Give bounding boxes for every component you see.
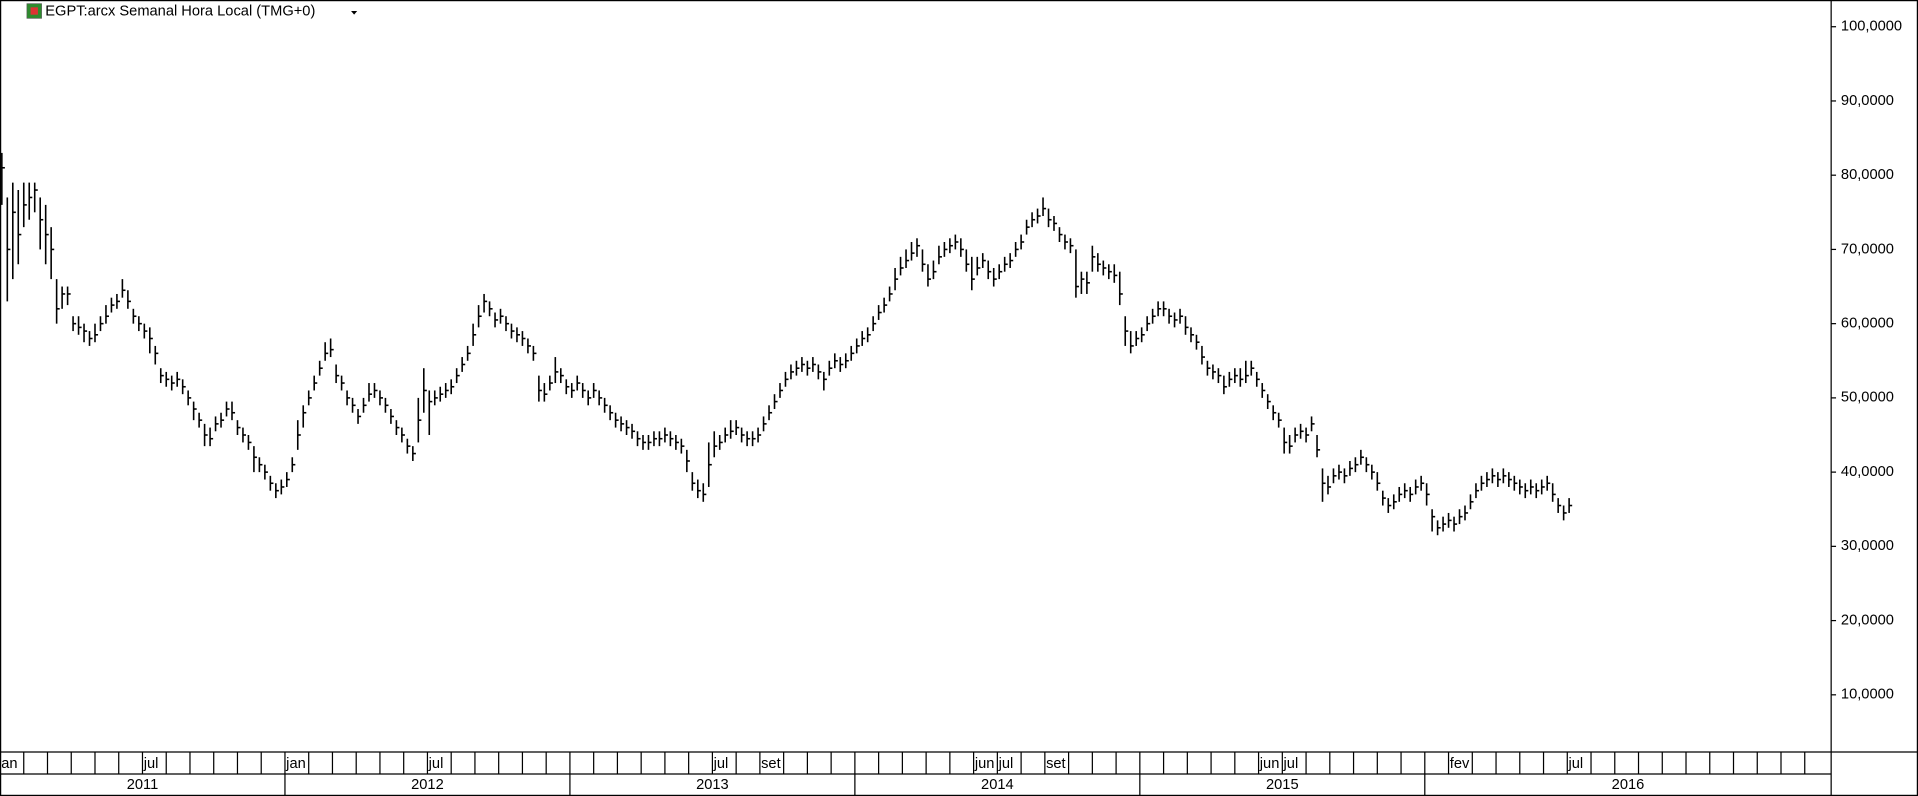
symbol-icon[interactable] bbox=[26, 3, 42, 19]
year-label: 2016 bbox=[1612, 777, 1645, 793]
month-label: jul bbox=[428, 756, 444, 772]
y-tick-label: 80,0000 bbox=[1841, 167, 1894, 183]
y-tick-label: 10,0000 bbox=[1841, 687, 1894, 703]
year-label: 2012 bbox=[411, 777, 444, 793]
y-tick-label: 40,0000 bbox=[1841, 464, 1894, 480]
month-label: set bbox=[1046, 756, 1066, 772]
month-label: jul bbox=[713, 756, 729, 772]
y-tick-label: 30,0000 bbox=[1841, 538, 1894, 554]
symbol-icon-inner[interactable] bbox=[30, 7, 38, 15]
month-label: jun bbox=[1259, 756, 1280, 772]
month-label: fev bbox=[1450, 756, 1470, 772]
y-tick-label: 90,0000 bbox=[1841, 93, 1894, 109]
month-label: jul bbox=[998, 756, 1014, 772]
y-tick-label: 50,0000 bbox=[1841, 390, 1894, 406]
y-tick-label: 70,0000 bbox=[1841, 241, 1894, 257]
chart-title[interactable]: EGPT:arcx Semanal Hora Local (TMG+0) bbox=[45, 3, 315, 19]
year-label: 2015 bbox=[1266, 777, 1299, 793]
month-label: jul bbox=[1283, 756, 1299, 772]
month-label: an bbox=[1, 756, 17, 772]
month-label: jul bbox=[143, 756, 159, 772]
month-label: set bbox=[761, 756, 781, 772]
title-dropdown[interactable] bbox=[351, 11, 358, 15]
month-label: jul bbox=[1568, 756, 1584, 772]
y-tick-label: 100,0000 bbox=[1841, 19, 1902, 35]
month-label: jan bbox=[285, 756, 306, 772]
year-label: 2014 bbox=[981, 777, 1014, 793]
y-tick-label: 20,0000 bbox=[1841, 612, 1894, 628]
y-tick-label: 60,0000 bbox=[1841, 316, 1894, 332]
year-label: 2013 bbox=[696, 777, 729, 793]
year-label: 2011 bbox=[127, 777, 159, 793]
month-label: jun bbox=[974, 756, 995, 772]
